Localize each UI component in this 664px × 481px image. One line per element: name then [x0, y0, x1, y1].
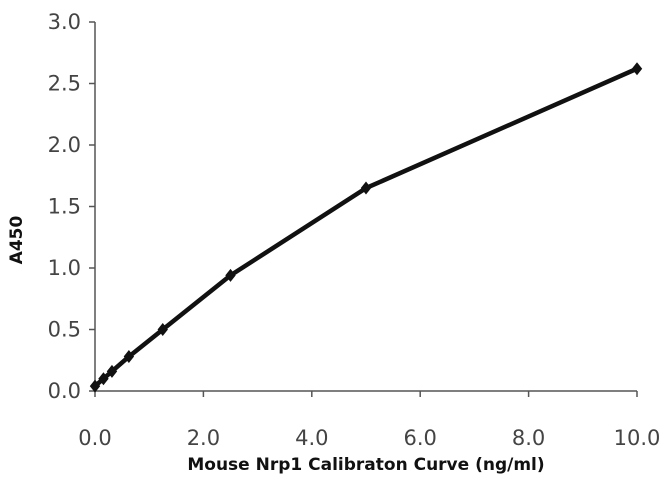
data-point-marker: [225, 268, 236, 282]
x-tick-label: 10.0: [614, 426, 661, 450]
data-point-marker: [89, 379, 101, 393]
y-tick-label: 2.5: [48, 72, 81, 96]
y-axis-title: A450: [7, 216, 27, 265]
data-point-marker: [123, 350, 135, 364]
y-tick-label: 3.0: [48, 10, 81, 34]
series-layer: [89, 62, 643, 393]
x-tick-label: 2.0: [187, 426, 220, 450]
data-point-marker: [106, 364, 118, 378]
data-point-marker: [631, 62, 643, 76]
series-line: [92, 66, 640, 389]
x-tick-label: 0.0: [78, 426, 111, 450]
x-tick-label: 8.0: [512, 426, 545, 450]
y-tick-label: 0.0: [48, 379, 81, 403]
x-axis-title: Mouse Nrp1 Calibraton Curve (ng/ml): [187, 455, 544, 475]
x-ticks: 0.0 2.0 4.0 6.0 8.0 10.0: [78, 391, 660, 450]
y-tick-label: 2.0: [48, 133, 81, 157]
data-point-marker: [360, 181, 372, 195]
x-tick-label: 4.0: [295, 426, 328, 450]
data-point-marker: [98, 372, 109, 386]
y-tick-label: 1.5: [48, 195, 81, 219]
axes: [94, 22, 637, 392]
y-tick-label: 0.5: [48, 318, 81, 342]
data-point-marker: [157, 323, 168, 336]
y-ticks: 0.0 0.5 1.0 1.5 2.0 2.5 3.0: [48, 10, 95, 403]
y-tick-label: 1.0: [48, 256, 81, 280]
x-tick-label: 6.0: [403, 426, 436, 450]
